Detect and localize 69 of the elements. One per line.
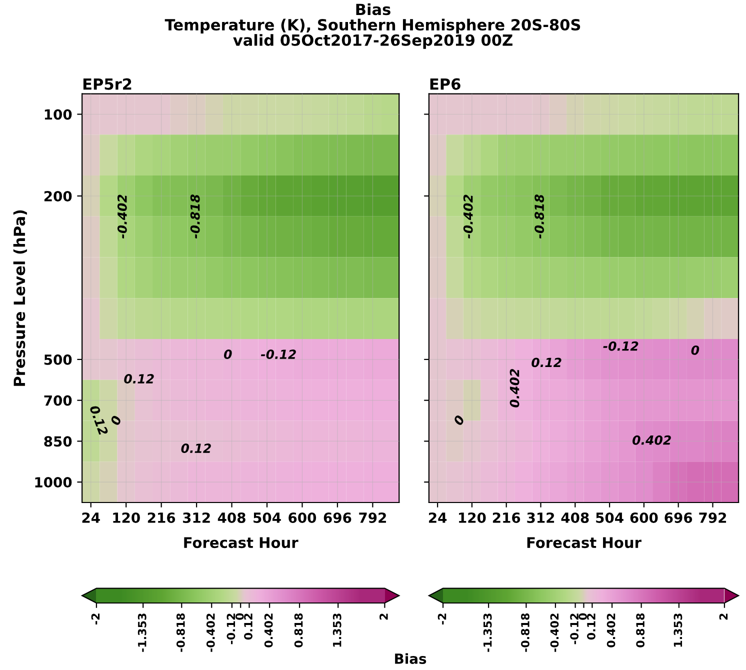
- color-bar-label: -0.818: [176, 613, 185, 652]
- annotation: 0.12: [124, 374, 154, 384]
- x-tick-label: 408: [218, 512, 246, 523]
- x-tick-label: 696: [664, 512, 692, 523]
- annotation: 0: [110, 415, 122, 426]
- annotation: 0.402: [510, 368, 520, 408]
- x-tick-label: 792: [359, 512, 386, 523]
- annotation: -0.402: [463, 194, 473, 238]
- x-tick-label: 120: [113, 512, 140, 523]
- chart-subtitle: EP5r2: [83, 78, 132, 90]
- color-bar-label: 2: [380, 614, 388, 620]
- annotation: 0: [691, 345, 700, 355]
- x-tick-label: 792: [699, 512, 726, 523]
- y-tick-label: 700: [44, 395, 72, 406]
- color-bar-label: 0.818: [294, 613, 303, 648]
- x-tick-label: 312: [527, 512, 554, 523]
- x-tick-label: 696: [324, 512, 352, 523]
- x-axis-title: Forecast Hour: [184, 537, 298, 548]
- x-tick-label: 504: [254, 512, 281, 523]
- y-tick-label: 100: [44, 109, 72, 120]
- chart-subtitle: EP6: [430, 78, 460, 90]
- x-axis-title: Forecast Hour: [527, 537, 642, 548]
- color-bar-label: -0.818: [521, 613, 530, 652]
- color-bar-label: 0: [235, 613, 244, 620]
- x-tick-label: 120: [459, 512, 486, 523]
- color-bar-label: -2: [438, 614, 446, 624]
- color-bar-label: 0.12: [244, 614, 252, 640]
- color-bar-label: 0.12: [587, 614, 596, 640]
- annotation: -0.12: [603, 341, 638, 351]
- y-tick-label: 850: [44, 436, 72, 447]
- x-tick-label: 600: [630, 512, 658, 523]
- annotation: 0: [452, 414, 465, 426]
- annotation: -0.402: [117, 194, 127, 238]
- annotation: 0.12: [89, 404, 108, 436]
- x-tick-label: 600: [288, 512, 316, 523]
- color-bar-label: 0.402: [606, 614, 616, 648]
- color-bar-label: -0.402: [550, 614, 559, 652]
- x-tick-label: 216: [148, 512, 176, 523]
- annotation: -0.12: [260, 350, 296, 359]
- y-axis-title: Pressure Level (hPa): [13, 210, 27, 386]
- x-tick-label: 216: [492, 512, 520, 523]
- color-bar-label: 0.818: [636, 613, 645, 648]
- color-bar-label: 2: [719, 614, 728, 620]
- color-bar-label: -2: [91, 614, 100, 624]
- y-tick-label: 1000: [35, 477, 72, 488]
- x-tick-label: 504: [596, 512, 624, 523]
- color-bar-title: Bias: [395, 653, 426, 664]
- y-tick-label: 500: [44, 354, 72, 365]
- color-bar-label: -1.353: [483, 614, 492, 652]
- y-tick-label: 200: [44, 190, 72, 202]
- color-bar-label: 0.402: [264, 614, 273, 648]
- color-bar-label: -0.402: [206, 614, 215, 652]
- annotation: -0.818: [534, 194, 544, 238]
- annotation: -0.818: [190, 194, 200, 238]
- annotation: 0.402: [632, 435, 671, 445]
- x-tick-label: 312: [182, 512, 210, 523]
- x-tick-label: 408: [561, 512, 589, 523]
- annotation: 0.12: [181, 444, 211, 453]
- x-tick-label: 24: [82, 512, 100, 523]
- annotation: 0.12: [532, 358, 562, 368]
- color-bar-label: 1.353: [332, 614, 342, 647]
- annotation: 0: [224, 350, 232, 359]
- x-tick-label: 24: [428, 512, 447, 523]
- chart-title: Bias Temperature (K), Southern Hemisphere 20S-80S valid 05Oct2017-26Sep2019 00Z: [164, 3, 580, 49]
- color-bar-label: -0.12: [226, 614, 236, 644]
- color-bar-label: -0.12: [570, 614, 579, 644]
- color-bar-label: -1.353: [138, 614, 146, 652]
- color-bar-label: 1.353: [674, 614, 682, 647]
- color-bar-label: 0: [578, 613, 587, 620]
